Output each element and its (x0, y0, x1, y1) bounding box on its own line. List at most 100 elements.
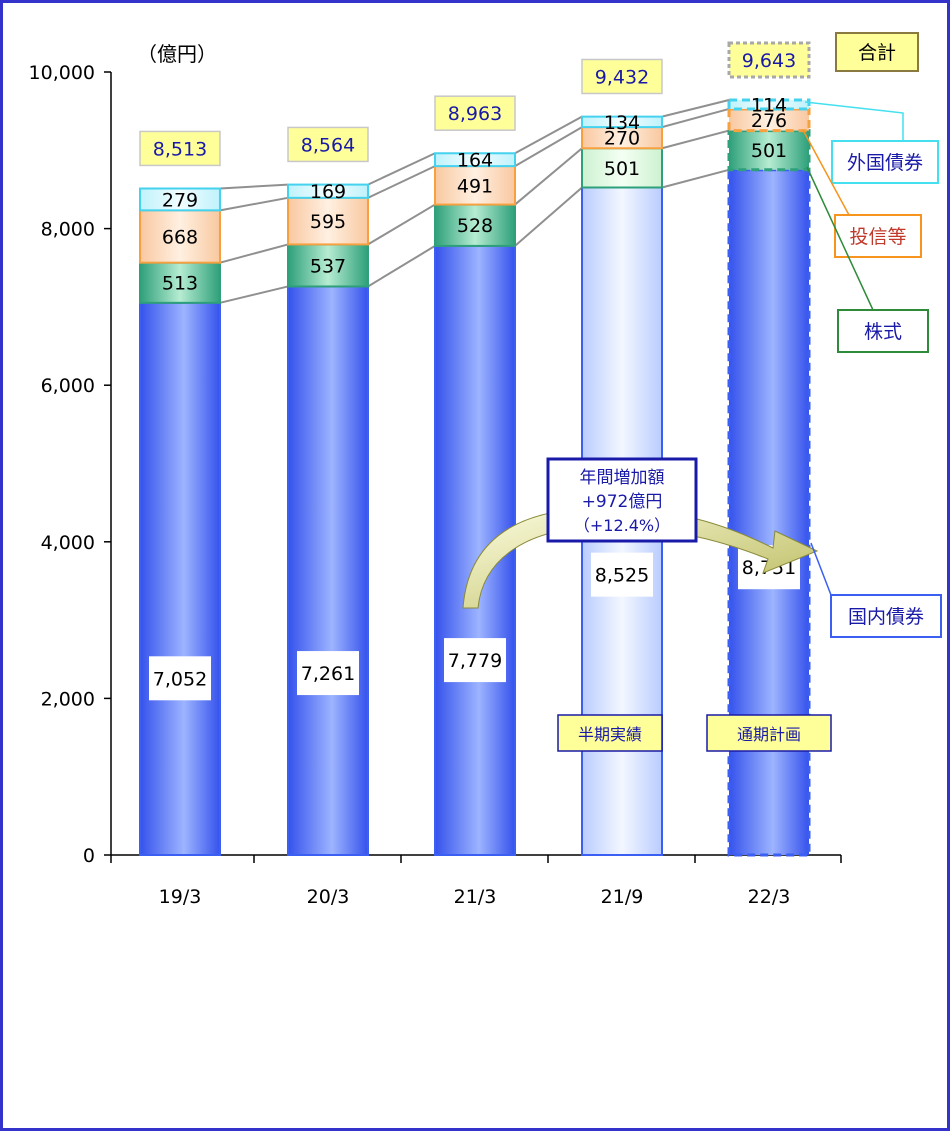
stock-segment (287, 243, 369, 288)
foreign-bond-segment (287, 183, 369, 199)
leader-foreign (804, 101, 904, 141)
domestic-bond-segment (287, 285, 369, 857)
legend-foreign-label: 外国債券 (847, 152, 923, 174)
connector-line (514, 147, 583, 206)
domestic-value-label: 7,261 (301, 663, 355, 685)
half-year-badge: 半期実績 (557, 714, 663, 752)
foreign-bond-segment (434, 152, 516, 168)
domestic-bond-segment (139, 301, 221, 856)
stock-segment (581, 147, 663, 189)
stock-segment (139, 261, 221, 304)
legend-fund-box (834, 214, 922, 258)
stacked-bar-chart: （億円） 0 2,000 4,000 6,000 8,000 10,000 19/3 20/… (29, 32, 942, 908)
y-tick-label: 6,000 (41, 375, 95, 397)
full-year-badge: 通期計画 (706, 714, 832, 752)
stock-value-label: 501 (751, 140, 787, 162)
total-value-label: 8,963 (448, 103, 502, 125)
connector-line (514, 115, 583, 155)
domestic-value-box (591, 552, 653, 597)
legend-foreign-box (831, 140, 939, 184)
y-tick-label: 8,000 (41, 219, 95, 241)
increase-line-2: +972億円 (582, 492, 663, 512)
stock-value-label: 537 (310, 255, 346, 277)
half-year-label: 半期実績 (578, 725, 642, 744)
fund-value-label: 270 (604, 128, 640, 150)
connector-line (219, 243, 289, 264)
fund-segment (287, 196, 369, 246)
increase-arrow (462, 507, 819, 609)
leader-domestic (810, 542, 832, 596)
legend-domestic-box (830, 594, 942, 638)
domestic-bond-segment (727, 168, 811, 857)
total-value-label: 8,513 (153, 138, 207, 160)
connector-line (367, 152, 436, 186)
x-tick-label: 21/9 (601, 886, 644, 908)
legend-total-label: 合計 (858, 42, 896, 64)
foreign-bond-segment (581, 115, 663, 129)
domestic-value-label: 7,052 (153, 668, 207, 690)
legend-total-box (835, 32, 919, 72)
legend-stock-box (837, 309, 929, 353)
connector-line (661, 99, 730, 118)
connector-line (367, 245, 436, 288)
fund-value-label: 276 (751, 110, 787, 132)
y-tick-label: 10,000 (29, 62, 95, 84)
foreign-bond-value-label: 114 (751, 94, 787, 116)
connector-line (219, 196, 289, 212)
full-year-box (706, 714, 832, 752)
unit-label: （億円） (137, 42, 217, 66)
domestic-value-label: 7,779 (448, 650, 502, 672)
domestic-value-label: 8,525 (595, 565, 649, 587)
foreign-bond-value-label: 164 (457, 150, 493, 172)
leader-fund (802, 129, 850, 216)
x-axis-ticks: 19/3 20/3 21/3 21/9 22/3 (110, 855, 842, 908)
stock-value-label: 501 (604, 158, 640, 180)
stock-value-label: 513 (162, 273, 198, 295)
y-tick-label: 2,000 (41, 688, 95, 710)
leader-stock (806, 166, 874, 311)
foreign-bond-segment (727, 98, 811, 111)
total-value-box (139, 130, 221, 167)
fund-value-label: 595 (310, 211, 346, 233)
connector-line (514, 186, 583, 247)
total-value-label: 9,643 (742, 50, 796, 72)
total-value-label: 9,432 (595, 66, 649, 88)
total-value-box (727, 41, 811, 79)
x-tick-label: 22/3 (748, 886, 791, 908)
connector-line (661, 107, 730, 129)
connector-line (219, 183, 289, 190)
foreign-bond-segment (139, 187, 221, 212)
total-value-box (287, 126, 369, 163)
x-tick-label: 21/3 (454, 886, 497, 908)
y-tick-label: 0 (83, 845, 95, 867)
half-year-box (557, 714, 663, 752)
fund-value-label: 491 (457, 175, 493, 197)
fund-value-label: 668 (162, 227, 198, 249)
connector-line (514, 126, 583, 167)
y-axis-ticks: 0 2,000 4,000 6,000 8,000 10,000 (29, 62, 111, 867)
legend: 合計 外国債券 投信等 株式 国内債券 (802, 32, 942, 638)
foreign-bond-value-label: 279 (162, 189, 198, 211)
stock-value-label: 528 (457, 215, 493, 237)
connector-line (219, 285, 289, 304)
legend-stock-label: 株式 (864, 321, 902, 343)
x-tick-label: 19/3 (159, 886, 202, 908)
increase-line-3: （+12.4%） (574, 516, 670, 535)
series-connectors (219, 99, 730, 304)
full-year-label: 通期計画 (737, 725, 801, 744)
fund-segment (139, 209, 221, 264)
total-value-label: 8,564 (301, 134, 355, 156)
x-tick-label: 20/3 (307, 886, 350, 908)
y-tick-label: 4,000 (41, 532, 95, 554)
connector-line (367, 165, 436, 199)
total-value-box (434, 95, 516, 131)
legend-fund-label: 投信等 (849, 226, 906, 248)
foreign-bond-value-label: 134 (604, 112, 640, 134)
increase-note: 年間増加額 +972億円 （+12.4%） (546, 457, 698, 543)
connector-line (661, 168, 730, 189)
foreign-bond-value-label: 169 (310, 181, 346, 203)
domestic-value-box (297, 651, 359, 696)
connector-line (367, 203, 436, 246)
connector-line (661, 129, 730, 150)
